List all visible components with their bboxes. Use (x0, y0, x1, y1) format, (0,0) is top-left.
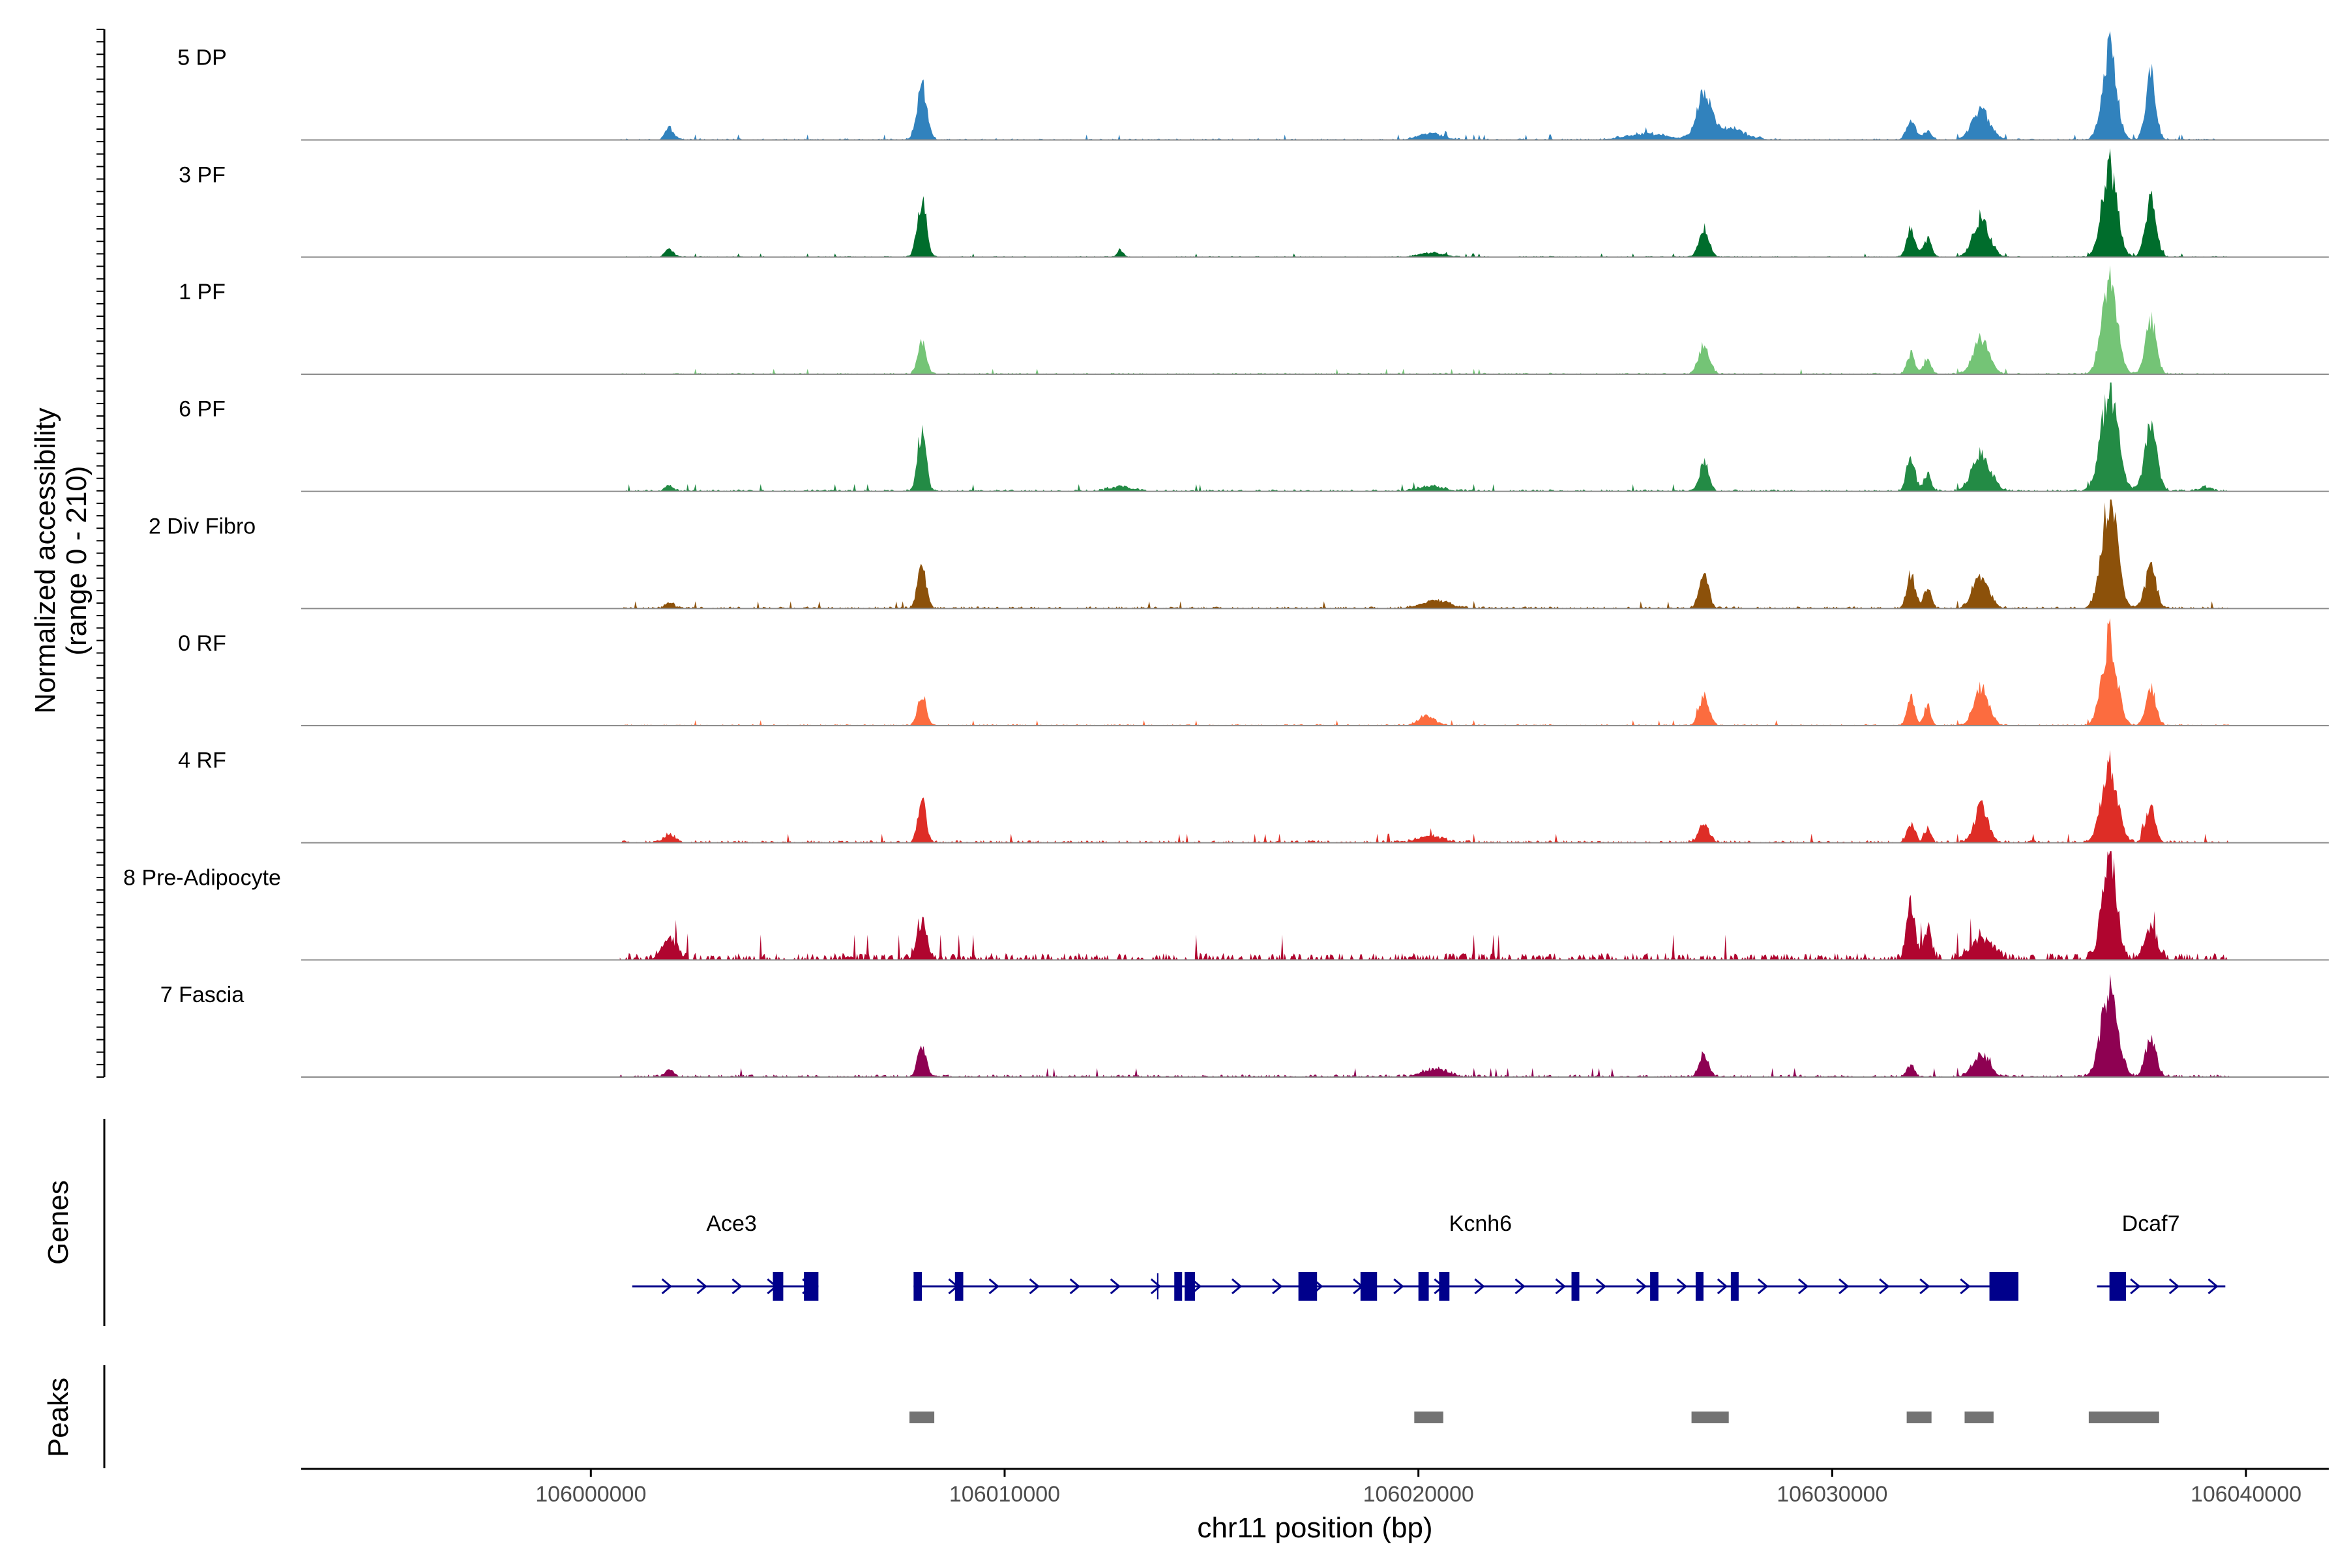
gene-ace3: Ace3 (632, 1211, 819, 1301)
exon-block (1650, 1272, 1659, 1301)
coverage-y-axis (96, 29, 106, 1078)
x-tick-label: 106030000 (1777, 1482, 1887, 1507)
strand-arrow (988, 1278, 999, 1295)
peak-region (1964, 1412, 1994, 1423)
strand-arrow (1393, 1278, 1404, 1295)
exon-block (804, 1272, 819, 1301)
peaks-panel-title: Peaks (42, 1378, 74, 1457)
strand-arrow (1919, 1278, 1930, 1295)
track-label: 5 DP (177, 46, 227, 70)
x-axis-title: chr11 position (bp) (1197, 1512, 1432, 1544)
x-tick-label: 106040000 (2191, 1482, 2301, 1507)
genes-panel: Ace3 Kcnh6 Dcaf7 (632, 1211, 2226, 1301)
peak-region (2088, 1412, 2159, 1423)
track-label: 4 RF (178, 748, 226, 773)
strand-arrow (1474, 1278, 1485, 1295)
coverage-area (619, 851, 2230, 960)
strand-arrow (2130, 1278, 2141, 1295)
coverage-area (619, 974, 2230, 1077)
peaks-panel (909, 1412, 2159, 1423)
x-tick-label: 106020000 (1363, 1482, 1474, 1507)
track-4-rf: 4 RF (178, 748, 2329, 844)
coverage-area (619, 31, 2230, 140)
strand-arrow (1676, 1278, 1688, 1295)
track-label: 6 PF (179, 397, 226, 422)
strand-arrow (1838, 1278, 1850, 1295)
x-axis: 106000000 106010000 106020000 106030000 1060… (301, 1468, 2329, 1507)
strand-arrow (1879, 1278, 1890, 1295)
track-0-rf: 0 RF (178, 618, 2329, 726)
exon-block (1730, 1272, 1739, 1301)
coverage-area (619, 750, 2230, 843)
exon-block (773, 1272, 784, 1301)
x-tick-label: 106010000 (949, 1482, 1060, 1507)
peak-region (909, 1412, 935, 1423)
x-tick-label: 106000000 (535, 1482, 646, 1507)
strand-arrow (1757, 1278, 1769, 1295)
exon-block (1439, 1272, 1450, 1301)
strand-arrow (2207, 1278, 2219, 1295)
strand-arrow (1555, 1278, 1566, 1295)
exon-block (1185, 1272, 1195, 1301)
track-label: 0 RF (178, 631, 226, 656)
strand-arrow (1960, 1278, 1971, 1295)
exon-block (1989, 1272, 2018, 1301)
exon-block (913, 1272, 923, 1301)
track-3-pf: 3 PF (179, 148, 2329, 258)
track-6-pf: 6 PF (179, 382, 2329, 492)
strand-arrow (1717, 1278, 1728, 1295)
strand-arrow (1595, 1278, 1606, 1295)
peak-region (1906, 1412, 1932, 1423)
strand-arrow (731, 1278, 743, 1295)
coverage-y-axis-range: (range 0 - 210) (61, 466, 93, 655)
gene-label: Dcaf7 (2122, 1211, 2180, 1236)
strand-arrow (661, 1278, 672, 1295)
gene-label: Kcnh6 (1449, 1211, 1512, 1236)
genes-panel-title: Genes (42, 1180, 74, 1265)
coverage-area (619, 618, 2230, 726)
track-label: 8 Pre-Adipocyte (123, 865, 281, 890)
strand-arrow (1636, 1278, 1647, 1295)
track-5-dp: 5 DP (177, 31, 2329, 141)
strand-arrow (696, 1278, 707, 1295)
exon-block (1418, 1272, 1429, 1301)
strand-arrow (1069, 1278, 1080, 1295)
strand-arrow (1110, 1278, 1121, 1295)
exon-block (954, 1272, 964, 1301)
track-7-fascia: 7 Fascia (160, 974, 2329, 1078)
track-label: 7 Fascia (160, 983, 244, 1007)
coverage-tracks: 5 DP 3 PF 1 PF 6 PF 2 Div Fibro 0 RF 4 RF 8 Pre… (123, 31, 2329, 1078)
strand-arrow (1798, 1278, 1809, 1295)
coverage-area (619, 382, 2230, 492)
peak-region (1691, 1412, 1729, 1423)
exon-block (2109, 1272, 2126, 1301)
track-label: 3 PF (179, 162, 226, 187)
gene-label: Ace3 (706, 1211, 757, 1236)
strand-arrow (1150, 1278, 1162, 1295)
strand-arrow (1231, 1278, 1243, 1295)
exon-block (1360, 1272, 1378, 1301)
track-label: 1 PF (179, 280, 226, 304)
strand-arrow (1029, 1278, 1040, 1295)
coverage-y-axis-title: Normalized accessibility (29, 407, 61, 713)
coverage-area (619, 148, 2230, 258)
coverage-area (619, 499, 2230, 609)
track-2-div-fibro: 2 Div Fibro (149, 499, 2329, 610)
track-1-pf: 1 PF (179, 265, 2329, 375)
strand-arrow (1514, 1278, 1526, 1295)
coverage-area (619, 265, 2230, 374)
gene-kcnh6: Kcnh6 (913, 1211, 2018, 1301)
gene-dcaf7: Dcaf7 (2097, 1211, 2226, 1301)
exon-block (1298, 1272, 1318, 1301)
peak-region (1414, 1412, 1443, 1423)
exon-block (1695, 1272, 1704, 1301)
strand-arrow (1272, 1278, 1283, 1295)
strand-arrow (2168, 1278, 2180, 1295)
track-label: 2 Div Fibro (149, 514, 256, 539)
track-8-pre-adipocyte: 8 Pre-Adipocyte (123, 851, 2329, 961)
exon-block (1174, 1272, 1183, 1301)
exon-block (1571, 1272, 1580, 1301)
